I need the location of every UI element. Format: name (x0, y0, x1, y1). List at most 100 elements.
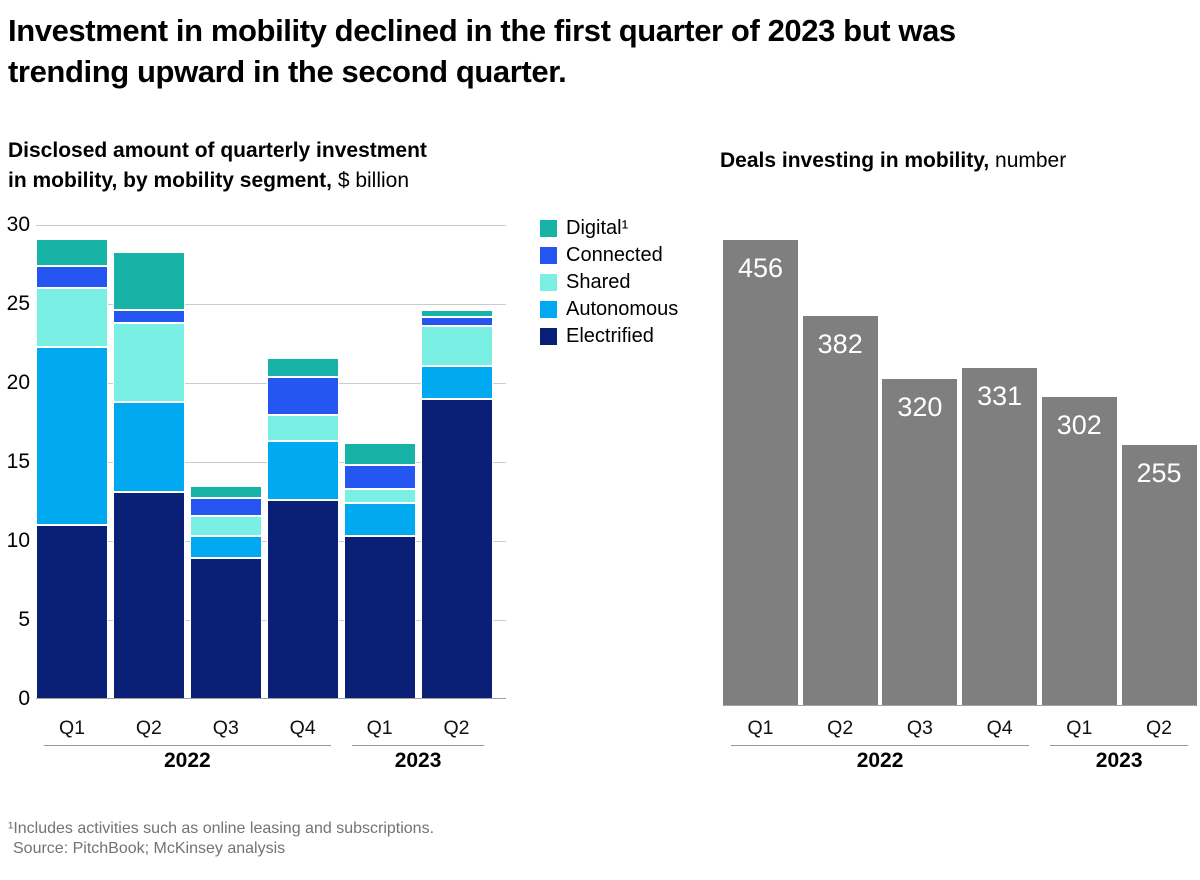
page-title-line-1: Investment in mobility declined in the f… (8, 13, 956, 48)
footnote-block: ¹Includes activities such as online leas… (8, 819, 434, 859)
year-label-2022: 2022 (163, 749, 211, 772)
segment-connected (420, 316, 493, 327)
footnote-text: ¹Includes activities such as online leas… (8, 820, 435, 837)
segment-autonomous (189, 536, 262, 559)
segment-shared (189, 515, 262, 537)
investment-chart-title-line-1: Disclosed amount of quarterly investment (8, 139, 427, 162)
deal-count-label: 320 (897, 391, 943, 422)
x-axis-label-q2-5: Q2 (443, 717, 470, 739)
year-label-2022: 2022 (856, 749, 904, 772)
segment-electrified (189, 558, 262, 699)
y-axis-tick-label: 25 (6, 292, 30, 315)
x-axis-label-q2-5: Q2 (1145, 717, 1173, 739)
x-axis-label-q2-1: Q2 (827, 717, 854, 739)
electrified-swatch (540, 328, 557, 345)
x-axis-label-q4-3: Q4 (289, 717, 316, 739)
segment-digital (189, 485, 262, 499)
deal-bar-q1-0: 456 (723, 240, 798, 706)
segment-autonomous (266, 441, 339, 500)
stacked-bar-q2-5 (420, 310, 493, 699)
deal-count-label: 255 (1136, 458, 1182, 489)
y-axis-tick-label: 20 (6, 371, 30, 394)
stacked-bar-q4-3 (266, 357, 339, 699)
segment-autonomous (420, 365, 493, 399)
segment-shared (112, 322, 185, 402)
y-axis-tick-label: 30 (6, 213, 30, 236)
y-axis-tick-label: 10 (6, 529, 30, 552)
deal-bar-q2-5: 255 (1121, 445, 1197, 706)
autonomous-swatch (540, 301, 557, 318)
stacked-bar-q1-4 (343, 443, 416, 699)
legend-item-digital: Digital¹ (540, 215, 678, 242)
x-axis-label-q2-1: Q2 (135, 717, 162, 739)
year-group-line-2023 (351, 744, 485, 746)
segment-electrified (343, 536, 416, 699)
segment-digital (112, 251, 185, 311)
year-label-2023: 2023 (1095, 749, 1143, 772)
deals-x-axis: Q1 Q2 Q3 Q4 Q1 Q2 2022 2023 (723, 706, 1196, 786)
segment-connected (343, 465, 416, 489)
segment-electrified (36, 525, 108, 699)
segment-digital (420, 310, 493, 317)
segment-shared (36, 288, 108, 347)
legend-item-shared: Shared (540, 269, 678, 296)
segment-autonomous (112, 401, 185, 493)
deals-bar-plot: 456 382 320 331 302 255 (723, 240, 1197, 706)
deal-bar-q3-2: 320 (882, 378, 958, 706)
segment-digital (266, 357, 339, 377)
legend-label-electrified: Electrified (566, 325, 654, 347)
year-label-2023: 2023 (394, 749, 442, 772)
investment-chart-title: Disclosed amount of quarterly investment… (8, 136, 528, 197)
deal-count-label: 456 (737, 253, 784, 283)
legend-label-connected: Connected (566, 244, 663, 266)
segment-connected (36, 266, 108, 289)
y-axis-tick-label: 15 (6, 450, 30, 473)
legend-item-connected: Connected (540, 242, 678, 269)
segment-shared (266, 414, 339, 442)
legend-label-autonomous: Autonomous (566, 298, 679, 320)
page-title-line-2: trending upward in the second quarter. (8, 53, 567, 89)
y-axis-tick-label: 5 (18, 608, 30, 631)
deals-chart-title-text: Deals investing in mobility, (720, 149, 990, 172)
x-axis-label-q4-3: Q4 (986, 717, 1013, 739)
gridline-25 (36, 303, 506, 305)
deal-count-label: 302 (1056, 410, 1102, 441)
segment-shared (420, 326, 493, 366)
deal-count-label: 382 (817, 328, 863, 359)
deals-chart-title: Deals investing in mobility, number (720, 146, 1066, 176)
deal-count-label: 331 (977, 380, 1023, 411)
gridline-30 (36, 224, 506, 226)
year-group-line-2022 (44, 744, 331, 746)
stacked-bar-q1-0 (36, 239, 108, 699)
segment-connected (189, 498, 262, 516)
investment-chart-unit-label: $ billion (337, 169, 410, 193)
source-text: Source: PitchBook; McKinsey analysis (13, 840, 286, 857)
legend-label-digital: Digital¹ (566, 217, 629, 239)
y-axis-tick-label: 0 (18, 687, 30, 710)
segment-autonomous (36, 346, 108, 526)
x-axis-label-q3-2: Q3 (906, 717, 933, 739)
segment-digital (36, 239, 108, 267)
segment-legend: Digital¹ Connected Shared Autonomous Electri… (540, 215, 678, 350)
segment-electrified (266, 499, 339, 699)
deal-bar-q4-3: 331 (962, 367, 1038, 706)
year-group-line-2022 (731, 744, 1030, 746)
investment-stacked-bar-plot: 0 5 10 15 20 25 30 (7, 214, 506, 710)
legend-label-shared: Shared (566, 271, 631, 293)
x-axis-label-q1-4: Q1 (366, 717, 393, 739)
segment-digital (343, 443, 416, 466)
legend-item-autonomous: Autonomous (540, 296, 678, 323)
segment-electrified (420, 398, 493, 699)
legend-item-electrified: Electrified (540, 323, 678, 350)
segment-connected (266, 376, 339, 415)
year-group-line-2023 (1049, 744, 1189, 746)
page-title: Investment in mobility declined in the f… (8, 11, 1138, 93)
x-axis-label-q3-2: Q3 (212, 717, 239, 739)
segment-shared (343, 488, 416, 504)
deals-chart-unit-label: number (995, 149, 1067, 172)
shared-swatch (540, 274, 557, 291)
stacked-bar-q3-2 (189, 485, 262, 699)
stacked-bar-q2-1 (112, 251, 185, 699)
segment-autonomous (343, 503, 416, 537)
segment-electrified (112, 492, 185, 699)
